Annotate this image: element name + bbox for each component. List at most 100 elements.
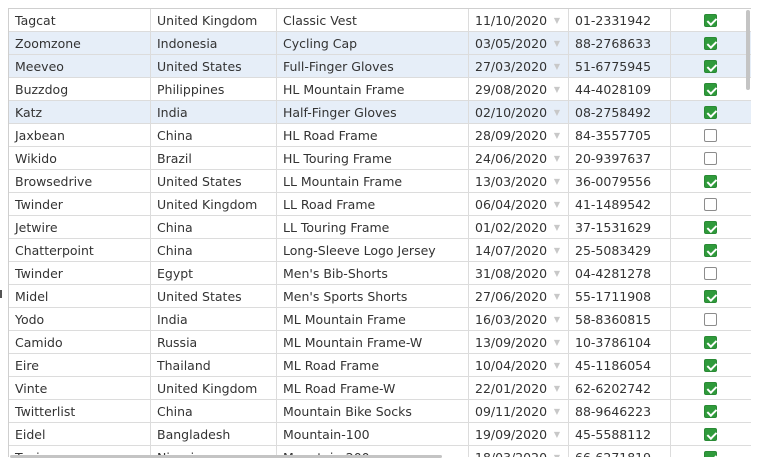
checkbox-cell[interactable] (671, 32, 751, 54)
checkbox-cell[interactable] (671, 285, 751, 307)
date-dropdown-icon[interactable]: ▼ (553, 16, 560, 25)
country-cell[interactable]: India (151, 101, 277, 123)
country-cell[interactable]: China (151, 400, 277, 422)
table-row[interactable]: Meeveo United States Full-Finger Gloves 27/… (9, 55, 751, 78)
unchecked-checkbox-icon[interactable] (704, 313, 717, 326)
checked-checkbox-icon[interactable] (704, 336, 717, 349)
checkbox-cell[interactable] (671, 101, 751, 123)
company-cell[interactable]: Camido (9, 331, 151, 353)
date-cell[interactable]: 19/09/2020 ▼ (469, 423, 569, 445)
table-row[interactable]: Katz India Half-Finger Gloves 02/10/2020 ▼ 08… (9, 101, 751, 124)
checked-checkbox-icon[interactable] (704, 451, 717, 457)
date-cell[interactable]: 09/11/2020 ▼ (469, 400, 569, 422)
company-cell[interactable]: Midel (9, 285, 151, 307)
table-row[interactable]: Browsedrive United States LL Mountain Fram… (9, 170, 751, 193)
company-cell[interactable]: Twinder (9, 262, 151, 284)
checked-checkbox-icon[interactable] (704, 405, 717, 418)
phone-cell[interactable]: 51-6775945 (569, 55, 671, 77)
phone-cell[interactable]: 88-9646223 (569, 400, 671, 422)
vertical-scrollbar[interactable] (746, 10, 750, 90)
checkbox-cell[interactable] (671, 170, 751, 192)
country-cell[interactable]: Russia (151, 331, 277, 353)
checked-checkbox-icon[interactable] (704, 290, 717, 303)
checked-checkbox-icon[interactable] (704, 83, 717, 96)
company-cell[interactable]: Eidel (9, 423, 151, 445)
phone-cell[interactable]: 08-2758492 (569, 101, 671, 123)
product-cell[interactable]: Mountain-100 (277, 423, 469, 445)
product-cell[interactable]: ML Road Frame (277, 354, 469, 376)
company-cell[interactable]: Zoomzone (9, 32, 151, 54)
checked-checkbox-icon[interactable] (704, 175, 717, 188)
date-dropdown-icon[interactable]: ▼ (553, 62, 560, 71)
product-cell[interactable]: Cycling Cap (277, 32, 469, 54)
product-cell[interactable]: Full-Finger Gloves (277, 55, 469, 77)
date-cell[interactable]: 06/04/2020 ▼ (469, 193, 569, 215)
phone-cell[interactable]: 66-6271819 (569, 446, 671, 457)
phone-cell[interactable]: 45-1186054 (569, 354, 671, 376)
table-row[interactable]: Jetwire China LL Touring Frame 01/02/2020 ▼ 3… (9, 216, 751, 239)
checkbox-cell[interactable] (671, 147, 751, 169)
date-cell[interactable]: 14/07/2020 ▼ (469, 239, 569, 261)
product-cell[interactable]: ML Road Frame-W (277, 377, 469, 399)
country-cell[interactable]: Indonesia (151, 32, 277, 54)
table-row[interactable]: Wikido Brazil HL Touring Frame 24/06/2020 ▼ 2… (9, 147, 751, 170)
date-dropdown-icon[interactable]: ▼ (553, 39, 560, 48)
table-row[interactable]: Eire Thailand ML Road Frame 10/04/2020 ▼ 45-1… (9, 354, 751, 377)
checkbox-cell[interactable] (671, 9, 751, 31)
date-dropdown-icon[interactable]: ▼ (553, 338, 560, 347)
checked-checkbox-icon[interactable] (704, 221, 717, 234)
company-cell[interactable]: Meeveo (9, 55, 151, 77)
table-row[interactable]: Tagcat United Kingdom Classic Vest 11/10/20… (9, 9, 751, 32)
country-cell[interactable]: United Kingdom (151, 377, 277, 399)
product-cell[interactable]: Half-Finger Gloves (277, 101, 469, 123)
date-dropdown-icon[interactable]: ▼ (553, 292, 560, 301)
company-cell[interactable]: Katz (9, 101, 151, 123)
checkbox-cell[interactable] (671, 239, 751, 261)
checkbox-cell[interactable] (671, 446, 751, 457)
date-dropdown-icon[interactable]: ▼ (553, 131, 560, 140)
phone-cell[interactable]: 58-8360815 (569, 308, 671, 330)
phone-cell[interactable]: 37-1531629 (569, 216, 671, 238)
product-cell[interactable]: LL Touring Frame (277, 216, 469, 238)
phone-cell[interactable]: 44-4028109 (569, 78, 671, 100)
table-row[interactable]: Eidel Bangladesh Mountain-100 19/09/2020 ▼ 45… (9, 423, 751, 446)
checked-checkbox-icon[interactable] (704, 14, 717, 27)
date-dropdown-icon[interactable]: ▼ (553, 223, 560, 232)
phone-cell[interactable]: 01-2331942 (569, 9, 671, 31)
phone-cell[interactable]: 45-5588112 (569, 423, 671, 445)
date-dropdown-icon[interactable]: ▼ (553, 315, 560, 324)
product-cell[interactable]: HL Road Frame (277, 124, 469, 146)
phone-cell[interactable]: 41-1489542 (569, 193, 671, 215)
checkbox-cell[interactable] (671, 55, 751, 77)
date-dropdown-icon[interactable]: ▼ (553, 246, 560, 255)
checked-checkbox-icon[interactable] (704, 428, 717, 441)
phone-cell[interactable]: 88-2768633 (569, 32, 671, 54)
product-cell[interactable]: Classic Vest (277, 9, 469, 31)
date-cell[interactable]: 11/10/2020 ▼ (469, 9, 569, 31)
phone-cell[interactable]: 55-1711908 (569, 285, 671, 307)
product-cell[interactable]: Long-Sleeve Logo Jersey (277, 239, 469, 261)
company-cell[interactable]: Twitterlist (9, 400, 151, 422)
company-cell[interactable]: Yodo (9, 308, 151, 330)
country-cell[interactable]: India (151, 308, 277, 330)
unchecked-checkbox-icon[interactable] (704, 198, 717, 211)
checked-checkbox-icon[interactable] (704, 60, 717, 73)
company-cell[interactable]: Twinder (9, 193, 151, 215)
date-cell[interactable]: 13/03/2020 ▼ (469, 170, 569, 192)
table-row[interactable]: Vinte United Kingdom ML Road Frame-W 22/01/… (9, 377, 751, 400)
country-cell[interactable]: Egypt (151, 262, 277, 284)
company-cell[interactable]: Jetwire (9, 216, 151, 238)
company-cell[interactable]: Wikido (9, 147, 151, 169)
checkbox-cell[interactable] (671, 331, 751, 353)
table-row[interactable]: Camido Russia ML Mountain Frame-W 13/09/202… (9, 331, 751, 354)
table-row[interactable]: Topicware Nigeria Mountain-200 18/03/2020 ▼ 6… (9, 446, 751, 457)
date-dropdown-icon[interactable]: ▼ (553, 269, 560, 278)
phone-cell[interactable]: 20-9397637 (569, 147, 671, 169)
date-cell[interactable]: 27/06/2020 ▼ (469, 285, 569, 307)
checkbox-cell[interactable] (671, 308, 751, 330)
product-cell[interactable]: LL Mountain Frame (277, 170, 469, 192)
product-cell[interactable]: ML Mountain Frame (277, 308, 469, 330)
date-cell[interactable]: 16/03/2020 ▼ (469, 308, 569, 330)
date-cell[interactable]: 18/03/2020 ▼ (469, 446, 569, 457)
company-cell[interactable]: Eire (9, 354, 151, 376)
